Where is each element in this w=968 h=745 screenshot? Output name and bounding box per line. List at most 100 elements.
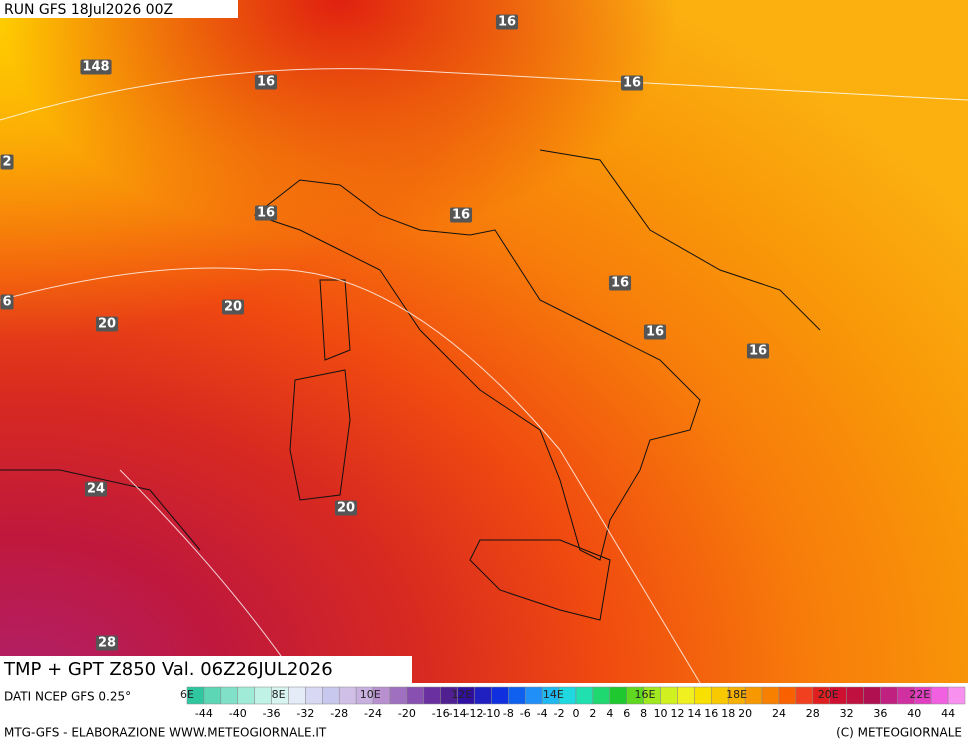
- longitude-label: 10E: [360, 688, 381, 701]
- legend-swatch: [778, 686, 797, 705]
- contour-label-box: [620, 75, 644, 91]
- contour-label-box: [254, 205, 278, 221]
- legend-swatch: [474, 686, 492, 705]
- legend-swatch: [254, 686, 272, 705]
- temperature-field: [0, 0, 968, 683]
- legend-swatch: [761, 686, 780, 705]
- longitude-label: 12E: [451, 688, 472, 701]
- contour-label-box: [643, 324, 667, 340]
- legend-swatch: [203, 686, 222, 705]
- legend-swatch: [880, 686, 898, 705]
- legend-swatch: [744, 686, 763, 705]
- contour-label: 24: [87, 482, 105, 497]
- legend-swatch: [846, 686, 864, 705]
- legend-swatch: [795, 686, 814, 705]
- legend-swatch: [592, 686, 611, 705]
- legend-swatch: [305, 686, 323, 705]
- legend-tick-label: 6: [623, 707, 630, 720]
- legend-swatch: [660, 686, 678, 705]
- legend-swatch: [220, 686, 238, 705]
- legend-tick-label: -20: [398, 707, 416, 720]
- legend-swatch: [609, 686, 627, 705]
- contour-label-box: [80, 59, 112, 75]
- legend-tick-label: 4: [606, 707, 613, 720]
- legend-tick-label: 44: [941, 707, 955, 720]
- longitude-label: 18E: [726, 688, 747, 701]
- contour-label-box: [0, 294, 14, 310]
- longitude-label: 8E: [272, 688, 286, 701]
- legend-swatch: [694, 686, 712, 705]
- legend-tick-label: -36: [263, 707, 281, 720]
- contour-label-box: [0, 154, 14, 170]
- contour-label-box: [608, 275, 632, 291]
- contour-label-box: [95, 316, 119, 332]
- legend-tick-label: 40: [907, 707, 921, 720]
- legend-swatch: [575, 686, 594, 705]
- legend-tick-label: 24: [772, 707, 786, 720]
- legend-swatch: [525, 686, 543, 705]
- title-box: [0, 656, 412, 683]
- legend-tick-label: 12: [670, 707, 684, 720]
- legend-swatch: [406, 686, 425, 705]
- contour-label: 16: [749, 344, 767, 359]
- contour-label: 28: [98, 636, 116, 651]
- longitude-label: 22E: [909, 688, 930, 701]
- contour-label: 20: [98, 317, 116, 332]
- legend-tick-label: 32: [840, 707, 854, 720]
- contour-label: 16: [498, 15, 516, 30]
- contour-label: 20: [337, 501, 355, 516]
- contour-label: 2: [2, 155, 11, 170]
- legend-tick-label: 18: [721, 707, 735, 720]
- legend-tick-label: -28: [330, 707, 348, 720]
- legend-swatch: [237, 686, 255, 705]
- legend-swatch: [389, 686, 408, 705]
- contour-label-box: [221, 299, 245, 315]
- coastlines: [0, 149, 821, 621]
- legend-swatch: [947, 686, 966, 705]
- credit-label: MTG-GFS - ELABORAZIONE WWW.METEOGIORNALE…: [4, 726, 327, 740]
- legend-tick-label: 28: [806, 707, 820, 720]
- legend-tick-label: -12: [466, 707, 484, 720]
- legend-tick-label: -40: [229, 707, 247, 720]
- legend-tick-label: 20: [738, 707, 752, 720]
- longitude-label: 20E: [818, 688, 839, 701]
- contour-label: 148: [82, 60, 109, 75]
- legend-swatch: [930, 686, 949, 705]
- legend-tick-label: -32: [296, 707, 314, 720]
- contour-label: 20: [224, 300, 242, 315]
- legend-tick-label: -8: [503, 707, 514, 720]
- legend-tick-label: 2: [589, 707, 596, 720]
- longitude-label: 14E: [543, 688, 564, 701]
- contour-label: 16: [257, 206, 275, 221]
- contour-label-box: [495, 14, 519, 30]
- legend-swatch: [491, 686, 509, 705]
- legend-tick-label: 16: [704, 707, 718, 720]
- header-box: [0, 0, 238, 18]
- contour-label-box: [746, 343, 770, 359]
- legend-tick-label: 8: [640, 707, 647, 720]
- contour-label: 6: [2, 295, 11, 310]
- legend-tick-label: -16: [432, 707, 450, 720]
- source-label: DATI NCEP GFS 0.25°: [4, 690, 131, 704]
- legend-tick-label: -10: [482, 707, 500, 720]
- legend-tick-label: -14: [449, 707, 467, 720]
- copyright-label: (C) METEOGIORNALE: [836, 726, 962, 740]
- legend-tick-label: -4: [537, 707, 548, 720]
- contour-label-box: [95, 635, 119, 651]
- legend-tick-label: 14: [687, 707, 701, 720]
- longitude-label: 16E: [635, 688, 656, 701]
- legend-swatch: [338, 686, 357, 705]
- contour-label: 16: [452, 208, 470, 223]
- longitude-label: 6E: [180, 688, 194, 701]
- legend-tick-label: -24: [364, 707, 382, 720]
- map-title: TMP + GPT Z850 Val. 06Z26JUL2026: [3, 659, 333, 680]
- legend-tick-label: 36: [873, 707, 887, 720]
- contour-label: 16: [623, 76, 641, 91]
- legend-tick-label: 10: [654, 707, 668, 720]
- run-label: RUN GFS 18Jul2026 00Z: [4, 2, 173, 18]
- legend-swatch: [423, 686, 441, 705]
- legend-swatch: [508, 686, 526, 705]
- contour-label: 16: [611, 276, 629, 291]
- contour-label: 16: [257, 75, 275, 90]
